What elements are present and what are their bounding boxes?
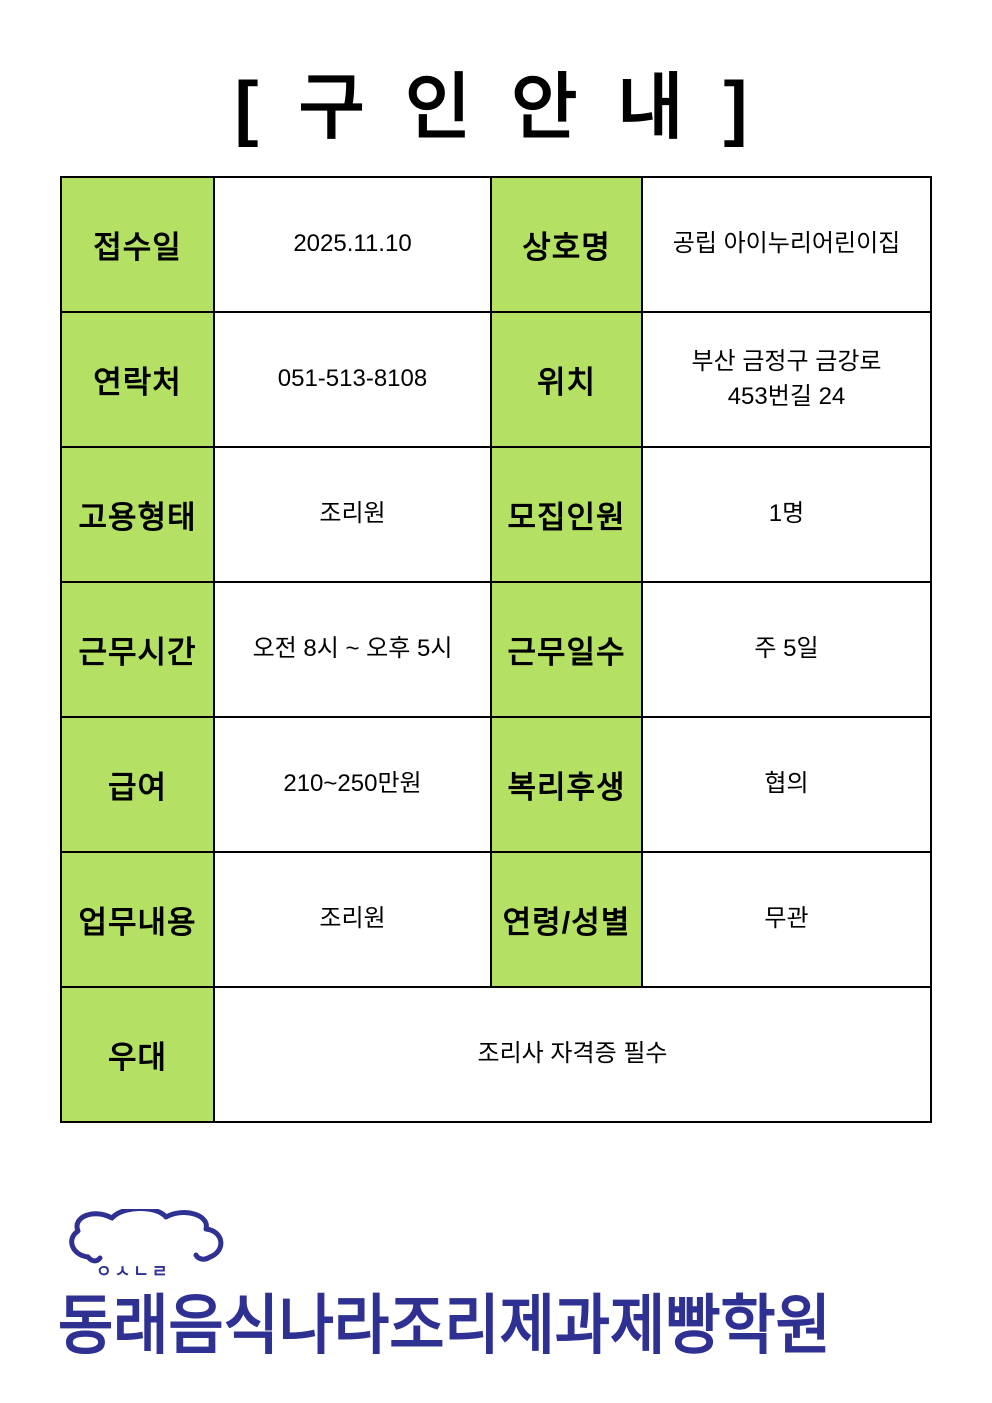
value-employment-type: 조리원	[213, 446, 492, 583]
value-reception-date: 2025.11.10	[213, 176, 492, 313]
table-row-contact: 연락처 051-513-8108 위치 부산 금정구 금강로 453번길 24	[60, 311, 932, 448]
label-employment-type: 고용형태	[60, 446, 215, 583]
value-salary: 210~250만원	[213, 716, 492, 853]
table-row-salary: 급여 210~250만원 복리후생 협의	[60, 716, 932, 853]
table-row-reception: 접수일 2025.11.10 상호명 공립 아이누리어린이집	[60, 176, 932, 313]
label-benefits: 복리후생	[490, 716, 643, 853]
table-row-preference: 우대 조리사 자격증 필수	[60, 986, 932, 1123]
academy-logo: ㅇㅅㄴㄹ 동래음식나라조리제과제빵학원	[58, 1205, 938, 1362]
label-work-days: 근무일수	[490, 581, 643, 718]
value-business-name: 공립 아이누리어린이집	[641, 176, 932, 313]
label-business-name: 상호명	[490, 176, 643, 313]
value-job-description: 조리원	[213, 851, 492, 988]
label-reception-date: 접수일	[60, 176, 215, 313]
table-row-job-description: 업무내용 조리원 연령/성별 무관	[60, 851, 932, 988]
value-work-days: 주 5일	[641, 581, 932, 718]
value-location: 부산 금정구 금강로 453번길 24	[641, 311, 932, 448]
label-salary: 급여	[60, 716, 215, 853]
label-contact: 연락처	[60, 311, 215, 448]
logo-hat-letters: ㅇㅅㄴㄹ	[96, 1262, 171, 1281]
value-benefits: 협의	[641, 716, 932, 853]
value-preference: 조리사 자격증 필수	[213, 986, 932, 1123]
value-age-gender: 무관	[641, 851, 932, 988]
value-contact: 051-513-8108	[213, 311, 492, 448]
chef-hat-logo-icon	[69, 1209, 224, 1264]
label-work-hours: 근무시간	[60, 581, 215, 718]
value-work-hours: 오전 8시 ~ 오후 5시	[213, 581, 492, 718]
table-row-work-hours: 근무시간 오전 8시 ~ 오후 5시 근무일수 주 5일	[60, 581, 932, 718]
page-title: [ 구 인 안 내 ]	[234, 68, 758, 148]
label-job-description: 업무내용	[60, 851, 215, 988]
value-recruit-count: 1명	[641, 446, 932, 583]
label-preference: 우대	[60, 986, 215, 1123]
label-age-gender: 연령/성별	[490, 851, 643, 988]
label-location: 위치	[490, 311, 643, 448]
job-info-table: 접수일 2025.11.10 상호명 공립 아이누리어린이집 연락처 051-5…	[60, 176, 932, 1123]
label-recruit-count: 모집인원	[490, 446, 643, 583]
table-row-employment-type: 고용형태 조리원 모집인원 1명	[60, 446, 932, 583]
logo-text: 동래음식나라조리제과제빵학원	[58, 1289, 831, 1362]
